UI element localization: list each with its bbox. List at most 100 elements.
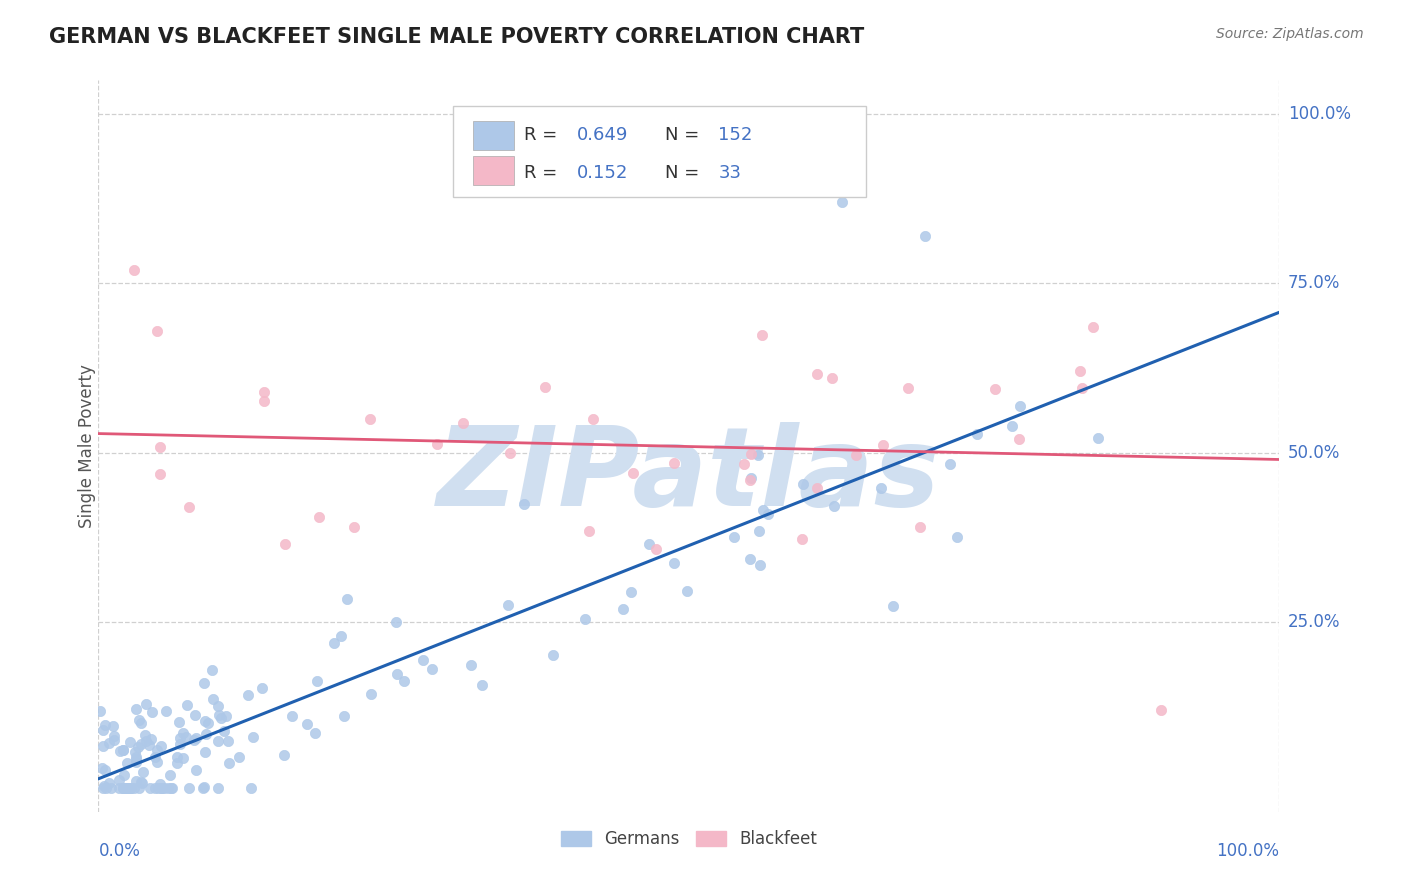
Point	[98, 736, 121, 750]
Point	[252, 681, 274, 695]
Point	[1010, 399, 1032, 413]
Point	[115, 756, 138, 771]
Point	[740, 446, 762, 460]
Point	[723, 530, 745, 544]
Text: 152: 152	[718, 126, 752, 145]
Point	[217, 734, 239, 748]
Point	[149, 780, 172, 795]
Point	[166, 750, 188, 764]
Point	[307, 674, 329, 689]
Point	[108, 780, 131, 795]
Point	[183, 732, 205, 747]
Point	[179, 780, 201, 795]
Text: 50.0%: 50.0%	[1288, 444, 1340, 462]
Point	[513, 497, 536, 511]
Text: 25.0%: 25.0%	[1288, 613, 1340, 631]
Point	[821, 371, 844, 385]
Point	[118, 780, 141, 795]
Point	[125, 752, 148, 766]
Point	[733, 457, 755, 471]
Point	[253, 384, 276, 399]
Point	[582, 412, 605, 426]
Point	[108, 772, 131, 787]
Point	[94, 717, 117, 731]
Point	[112, 768, 135, 782]
Text: 100.0%: 100.0%	[1288, 105, 1351, 123]
Point	[360, 687, 382, 701]
Point	[209, 711, 232, 725]
Point	[120, 780, 142, 795]
Point	[426, 437, 449, 451]
Point	[159, 768, 181, 782]
Point	[207, 708, 229, 723]
Point	[620, 585, 643, 599]
Point	[274, 537, 297, 551]
Legend: Germans, Blackfeet: Germans, Blackfeet	[554, 823, 824, 855]
Point	[128, 780, 150, 795]
Point	[93, 779, 115, 793]
Point	[496, 599, 519, 613]
Point	[91, 761, 114, 775]
Point	[93, 723, 115, 738]
Point	[128, 714, 150, 728]
Point	[149, 440, 172, 454]
Point	[125, 702, 148, 716]
Point	[740, 471, 762, 485]
Point	[872, 438, 894, 452]
Point	[193, 780, 215, 794]
Point	[1150, 703, 1173, 717]
Point	[111, 743, 134, 757]
Point	[191, 780, 214, 795]
Point	[135, 697, 157, 711]
Point	[169, 731, 191, 746]
Point	[238, 689, 260, 703]
Point	[541, 648, 564, 662]
Point	[160, 780, 183, 795]
Point	[910, 519, 932, 533]
Text: 33: 33	[718, 164, 741, 182]
Text: 0.649: 0.649	[576, 126, 628, 145]
Point	[273, 747, 295, 762]
Text: R =: R =	[523, 164, 557, 182]
Point	[150, 780, 173, 795]
Point	[239, 780, 262, 795]
Bar	[472, 120, 515, 150]
Point	[806, 367, 828, 381]
Point	[333, 709, 356, 723]
Point	[1069, 364, 1091, 378]
Text: 0.0%: 0.0%	[98, 842, 141, 860]
Point	[117, 780, 139, 795]
Point	[108, 744, 131, 758]
Point	[127, 739, 149, 754]
Point	[118, 780, 141, 795]
Point	[676, 584, 699, 599]
Point	[177, 500, 200, 514]
Point	[135, 734, 157, 748]
Point	[823, 500, 845, 514]
Point	[748, 558, 770, 572]
Point	[1087, 431, 1109, 445]
Point	[612, 602, 634, 616]
Point	[111, 780, 134, 795]
Point	[498, 446, 520, 460]
Point	[756, 508, 779, 522]
Point	[124, 773, 146, 788]
Point	[172, 726, 194, 740]
Point	[207, 734, 229, 748]
Point	[751, 328, 773, 343]
Point	[747, 448, 769, 462]
Point	[176, 698, 198, 712]
Point	[304, 726, 326, 740]
Point	[322, 636, 344, 650]
Point	[193, 675, 215, 690]
Point	[1081, 320, 1104, 334]
Point	[207, 780, 229, 795]
Point	[1071, 381, 1094, 395]
Point	[752, 502, 775, 516]
Point	[159, 780, 181, 795]
Point	[166, 756, 188, 771]
Point	[129, 737, 152, 751]
Point	[143, 780, 166, 795]
Point	[1001, 419, 1024, 434]
Point	[114, 780, 136, 795]
